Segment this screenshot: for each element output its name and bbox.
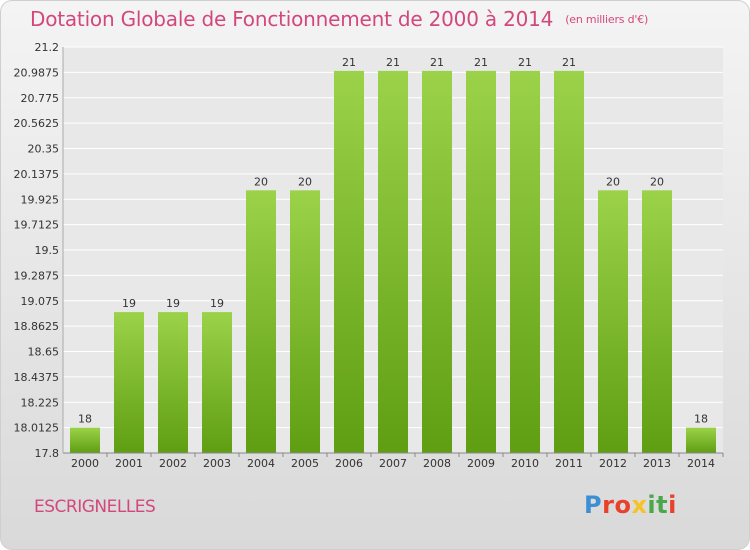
y-tick-label: 18.8625 [14,320,60,333]
chart-title: Dotation Globale de Fonctionnement de 20… [30,7,648,31]
x-tick-label: 2000 [71,457,99,470]
x-tick-label: 2002 [159,457,187,470]
data-label: 21 [474,56,488,69]
bar [70,427,100,453]
data-label: 19 [166,297,180,310]
bar [598,190,628,453]
bar [422,70,452,453]
y-tick-label: 21.2 [35,41,60,54]
logo-letter: i [668,491,677,519]
y-tick-label: 19.7125 [14,219,60,232]
data-label: 18 [78,413,92,426]
data-label: 20 [650,175,664,188]
y-tick-label: 19.925 [21,193,60,206]
y-tick-label: 18.4375 [14,371,60,384]
y-tick-label: 18.225 [21,396,60,409]
data-label: 21 [562,56,576,69]
data-label: 20 [606,175,620,188]
y-tick-label: 20.9875 [14,66,60,79]
bar [114,312,144,453]
logo-letter: o [614,491,632,519]
x-tick-label: 2008 [423,457,451,470]
bar [378,70,408,453]
y-tick-label: 20.775 [21,92,60,105]
data-label: 20 [254,175,268,188]
y-tick-label: 19.5 [35,244,60,257]
bar [510,70,540,453]
data-label: 19 [122,297,136,310]
y-tick-label: 17.8 [35,447,60,460]
commune-name: ESCRIGNELLES [34,497,156,517]
x-tick-label: 2003 [203,457,231,470]
x-tick-label: 2005 [291,457,319,470]
data-label: 19 [210,297,224,310]
bar [554,70,584,453]
y-tick-label: 19.2875 [14,269,60,282]
logo-letter: i [647,491,657,519]
x-tick-label: 2007 [379,457,407,470]
bar [466,70,496,453]
logo-letter: t [656,491,669,519]
x-tick-label: 2012 [599,457,627,470]
data-label: 21 [386,56,400,69]
data-label: 21 [518,56,532,69]
bar [642,190,672,453]
title-text: Dotation Globale de Fonctionnement de 20… [30,7,554,31]
chart-subtitle: (en milliers d'€) [565,13,649,26]
bar [290,190,320,453]
x-tick-label: 2001 [115,457,143,470]
x-tick-label: 2014 [687,457,715,470]
x-tick-label: 2004 [247,457,275,470]
x-tick-label: 2006 [335,457,363,470]
x-tick-label: 2009 [467,457,495,470]
data-label: 18 [694,413,708,426]
data-label: 21 [430,56,444,69]
y-tick-label: 20.35 [28,143,60,156]
y-tick-label: 18.0125 [14,422,60,435]
logo-letter: x [631,491,648,519]
logo-letter: P [584,491,603,519]
bar [246,190,276,453]
bar [202,312,232,453]
data-label: 20 [298,175,312,188]
bar [686,427,716,453]
logo-letter: r [602,491,615,519]
x-tick-label: 2011 [555,457,583,470]
x-tick-label: 2013 [643,457,671,470]
data-label: 21 [342,56,356,69]
x-tick-label: 2010 [511,457,539,470]
bar [334,70,364,453]
proxiti-logo: Proxiti [584,491,677,519]
y-tick-label: 20.5625 [14,117,60,130]
y-tick-label: 19.075 [21,295,60,308]
y-tick-label: 20.1375 [14,168,60,181]
y-tick-label: 18.65 [28,346,60,359]
bar [158,312,188,453]
